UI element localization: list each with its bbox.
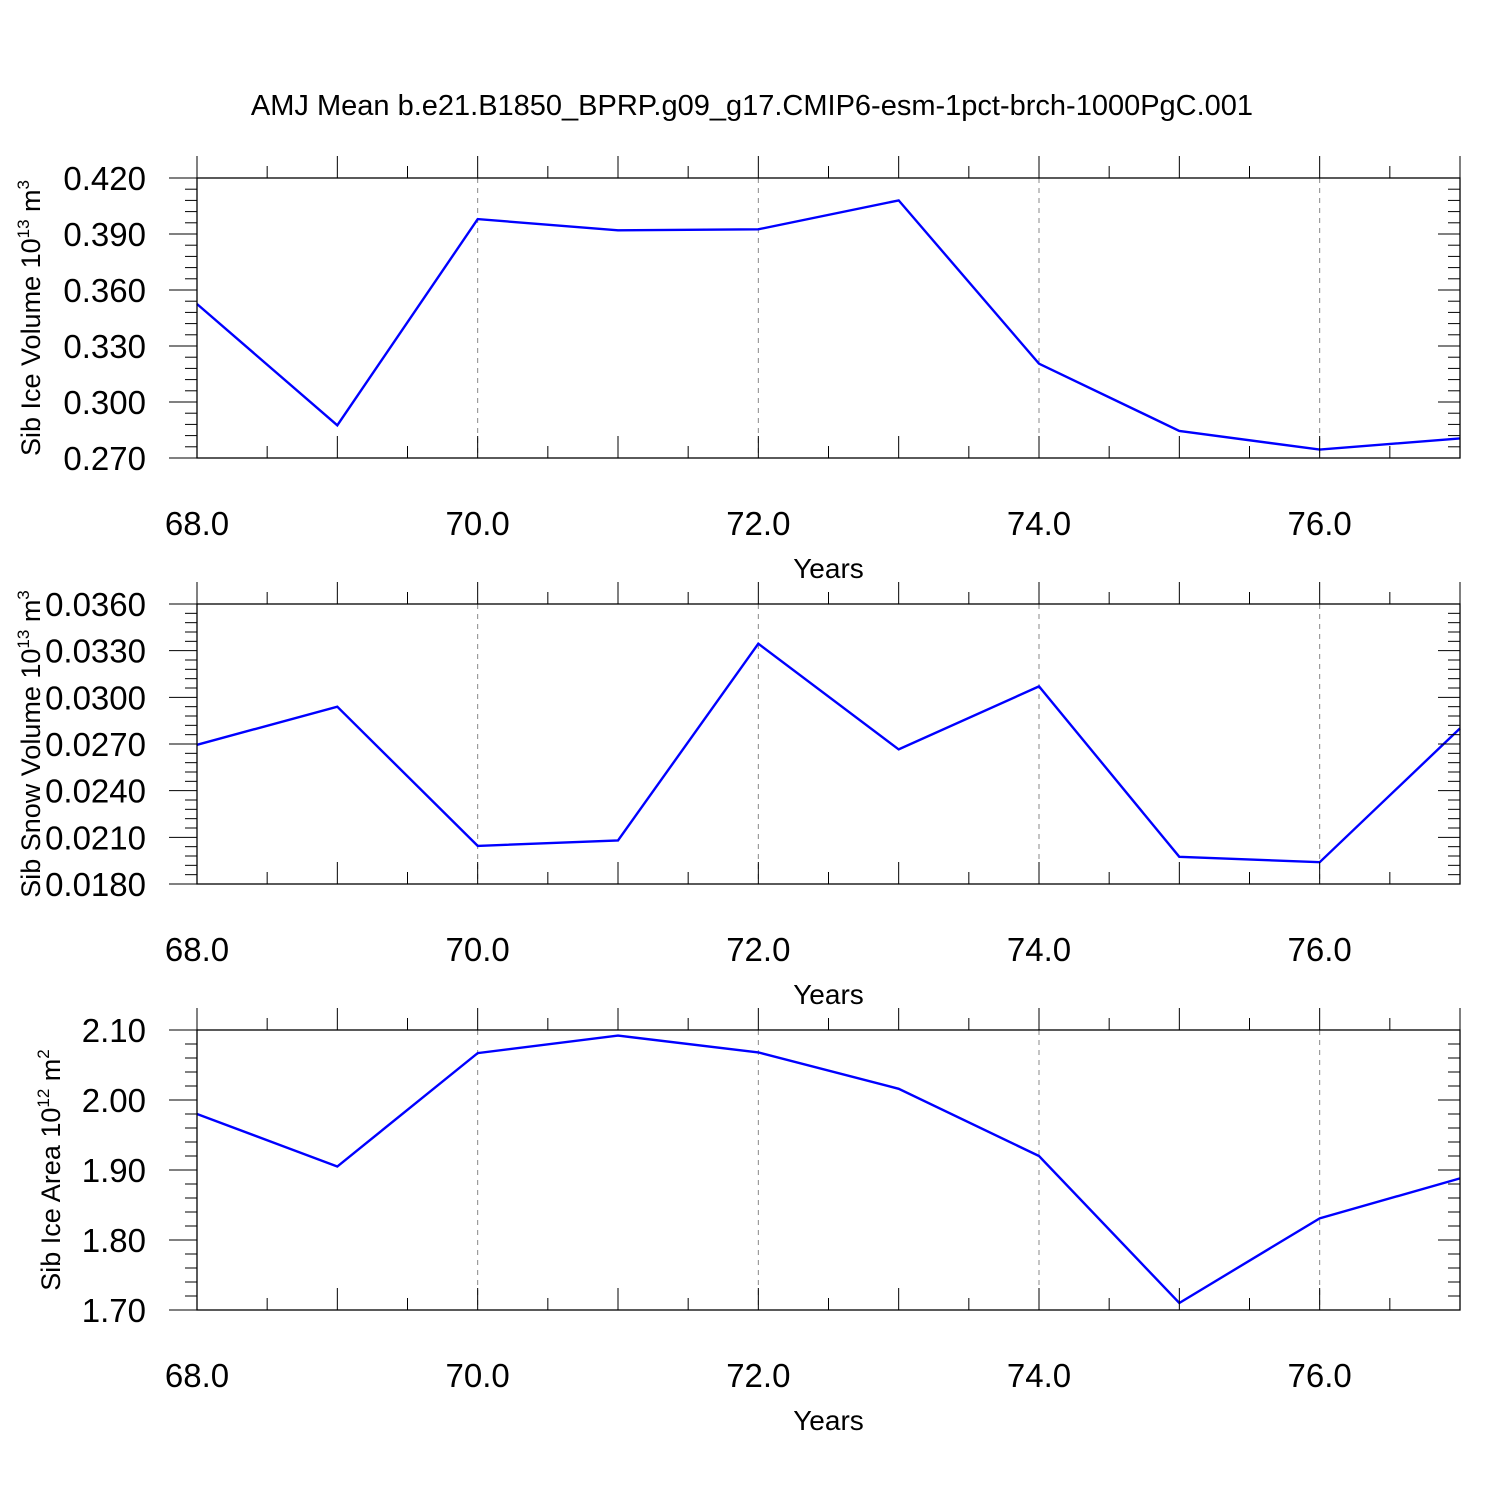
y-tick-label: 0.0300 — [45, 679, 146, 716]
figure-title: AMJ Mean b.e21.B1850_BPRP.g09_g17.CMIP6-… — [251, 90, 1253, 122]
y-tick-label: 0.0180 — [45, 866, 146, 903]
y-tick-label: 0.0360 — [45, 586, 146, 623]
y-tick-label: 0.0270 — [45, 726, 146, 763]
x-tick-label: 74.0 — [1007, 931, 1071, 968]
x-tick-label: 76.0 — [1288, 1357, 1352, 1394]
x-tick-label: 74.0 — [1007, 505, 1071, 542]
y-tick-label: 0.390 — [63, 216, 146, 253]
x-tick-label: 70.0 — [446, 505, 510, 542]
x-axis-label: Years — [793, 979, 864, 1010]
chart-panel-1: 68.0 70.0 72.0 74.0 76.0 Years 0.420 0.390 0.360… — [14, 156, 1461, 584]
y-axis-label: Sib Snow Volume 1013 m3 — [14, 590, 46, 898]
y-tick-label: 0.0240 — [45, 773, 146, 810]
x-tick-label: 70.0 — [446, 931, 510, 968]
y-tick-label: 1.90 — [82, 1152, 146, 1189]
x-tick-label: 68.0 — [165, 1357, 229, 1394]
x-tick-label: 72.0 — [726, 505, 790, 542]
y-axis-label: Sib Ice Volume 1013 m3 — [14, 180, 46, 456]
x-tick-label: 70.0 — [446, 1357, 510, 1394]
x-tick-label: 68.0 — [165, 931, 229, 968]
x-tick-label: 76.0 — [1288, 505, 1352, 542]
y-tick-label: 0.0210 — [45, 819, 146, 856]
y-tick-label: 2.00 — [82, 1082, 146, 1119]
y-tick-label: 0.300 — [63, 384, 146, 421]
y-axis-label: Sib Ice Area 1012 m2 — [34, 1049, 66, 1291]
series-line — [196, 642, 1461, 864]
x-tick-label: 68.0 — [165, 505, 229, 542]
plot-frame — [196, 177, 1461, 459]
series-line — [196, 199, 1461, 451]
y-tick-label: 0.330 — [63, 328, 146, 365]
y-tick-label: 0.420 — [63, 160, 146, 197]
panels: 68.0 70.0 72.0 74.0 76.0 Years 0.420 0.390 0.360… — [14, 156, 1461, 1436]
y-tick-label: 0.270 — [63, 440, 146, 477]
y-tick-label: 0.0330 — [45, 633, 146, 670]
x-tick-label: 72.0 — [726, 931, 790, 968]
x-tick-label: 74.0 — [1007, 1357, 1071, 1394]
x-axis-label: Years — [793, 1405, 864, 1436]
plot-frame — [196, 1029, 1461, 1311]
series-line — [196, 1034, 1461, 1305]
plot-frame — [196, 603, 1461, 885]
chart-panel-3: 68.0 70.0 72.0 74.0 76.0 Years 2.10 2.00 1.90 1.8… — [34, 1008, 1461, 1436]
x-tick-label: 72.0 — [726, 1357, 790, 1394]
x-tick-label: 76.0 — [1288, 931, 1352, 968]
y-tick-label: 1.80 — [82, 1222, 146, 1259]
chart-panel-2: 68.0 70.0 72.0 74.0 76.0 Years 0.0360 0.0330 0.0… — [14, 582, 1461, 1010]
y-tick-label: 0.360 — [63, 272, 146, 309]
y-tick-label: 1.70 — [82, 1292, 146, 1329]
x-axis-label: Years — [793, 553, 864, 584]
y-tick-label: 2.10 — [82, 1012, 146, 1049]
